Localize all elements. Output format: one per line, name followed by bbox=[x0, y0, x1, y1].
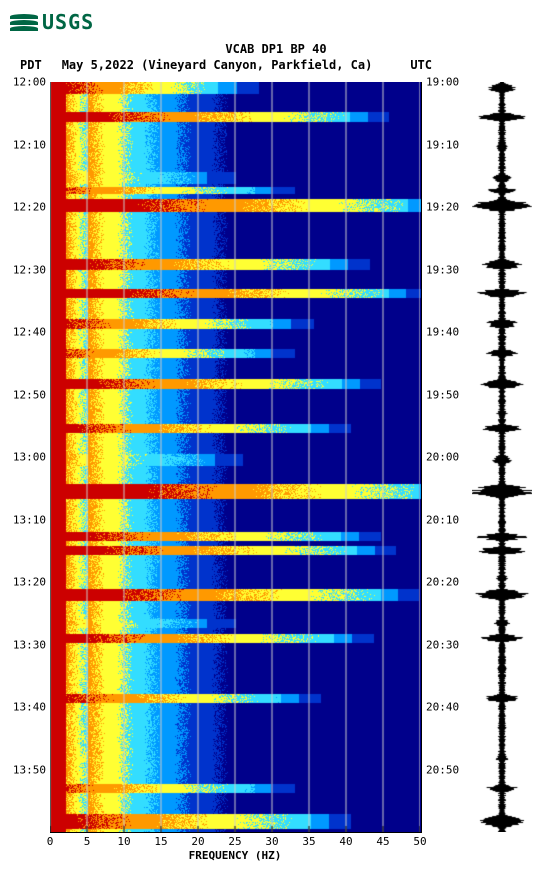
left-tick: 13:30 bbox=[13, 638, 46, 651]
logo-text: USGS bbox=[42, 10, 94, 34]
x-axis-label: FREQUENCY (HZ) bbox=[189, 849, 282, 862]
chart-title: VCAB DP1 BP 40 bbox=[10, 42, 542, 56]
x-tick: 40 bbox=[339, 835, 352, 848]
tz-left-label: PDT bbox=[20, 58, 42, 72]
left-tick: 13:20 bbox=[13, 576, 46, 589]
x-tick: 0 bbox=[47, 835, 54, 848]
left-tick: 13:50 bbox=[13, 763, 46, 776]
usgs-logo: USGS bbox=[10, 10, 542, 34]
waveform-canvas bbox=[472, 82, 532, 832]
right-tick: 20:40 bbox=[426, 701, 459, 714]
right-tick: 20:20 bbox=[426, 576, 459, 589]
left-tick: 12:00 bbox=[13, 76, 46, 89]
left-tick: 12:30 bbox=[13, 263, 46, 276]
x-tick: 25 bbox=[228, 835, 241, 848]
left-tick: 12:50 bbox=[13, 388, 46, 401]
x-tick: 45 bbox=[376, 835, 389, 848]
waveform-container bbox=[472, 82, 532, 833]
left-time-axis: 12:0012:1012:2012:3012:4012:5013:0013:10… bbox=[10, 82, 50, 833]
x-tick: 5 bbox=[84, 835, 91, 848]
left-tick: 13:40 bbox=[13, 701, 46, 714]
left-tick: 13:00 bbox=[13, 451, 46, 464]
x-tick: 35 bbox=[302, 835, 315, 848]
frequency-axis: FREQUENCY (HZ) 05101520253035404550 bbox=[50, 833, 420, 863]
plot-area: 12:0012:1012:2012:3012:4012:5013:0013:10… bbox=[10, 82, 542, 833]
right-tick: 19:40 bbox=[426, 326, 459, 339]
spectrogram-canvas bbox=[50, 82, 422, 833]
chart-subtitle: PDT May 5,2022 (Vineyard Canyon, Parkfie… bbox=[10, 58, 542, 72]
x-tick: 10 bbox=[117, 835, 130, 848]
right-tick: 19:10 bbox=[426, 138, 459, 151]
right-tick: 19:50 bbox=[426, 388, 459, 401]
date-location-label: May 5,2022 (Vineyard Canyon, Parkfield, … bbox=[62, 58, 373, 72]
logo-waves-icon bbox=[10, 14, 38, 31]
x-tick: 50 bbox=[413, 835, 426, 848]
right-tick: 20:50 bbox=[426, 763, 459, 776]
right-tick: 19:00 bbox=[426, 76, 459, 89]
right-tick: 20:30 bbox=[426, 638, 459, 651]
spectrogram-container bbox=[50, 82, 422, 833]
right-tick: 19:30 bbox=[426, 263, 459, 276]
left-tick: 12:20 bbox=[13, 201, 46, 214]
x-tick: 30 bbox=[265, 835, 278, 848]
x-tick: 15 bbox=[154, 835, 167, 848]
x-tick: 20 bbox=[191, 835, 204, 848]
left-tick: 12:10 bbox=[13, 138, 46, 151]
tz-right-label: UTC bbox=[410, 58, 432, 72]
right-time-axis: 19:0019:1019:2019:3019:4019:5020:0020:10… bbox=[422, 82, 462, 833]
left-tick: 12:40 bbox=[13, 326, 46, 339]
left-tick: 13:10 bbox=[13, 513, 46, 526]
right-tick: 19:20 bbox=[426, 201, 459, 214]
right-tick: 20:00 bbox=[426, 451, 459, 464]
right-tick: 20:10 bbox=[426, 513, 459, 526]
